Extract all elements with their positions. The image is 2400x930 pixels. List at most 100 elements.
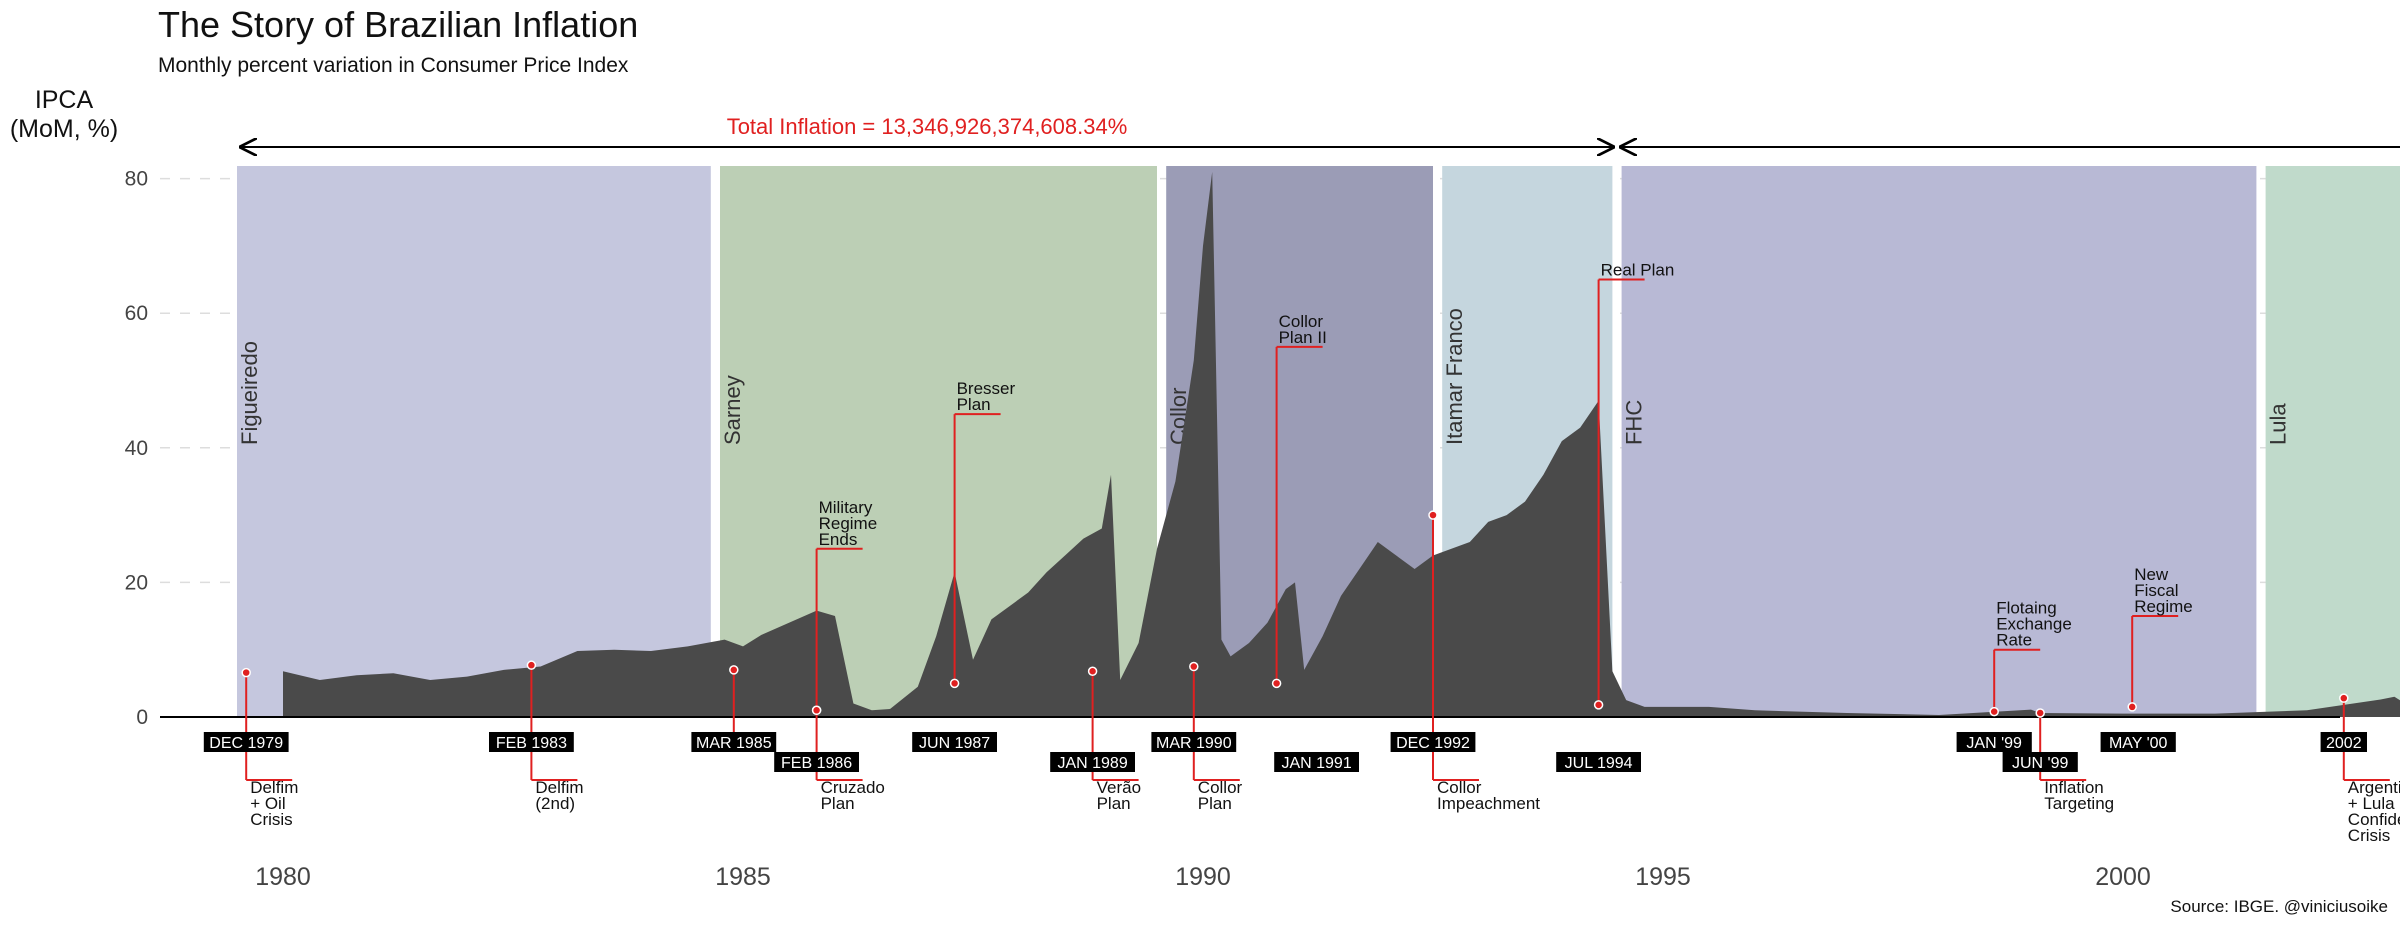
event-date-label: JAN 1989	[1050, 752, 1135, 772]
event-label-above: Real Plan	[1601, 261, 1675, 280]
y-tick-label: 40	[125, 437, 148, 460]
event-label-below-line: Plan	[1198, 794, 1232, 813]
event-date-label: DEC 1992	[1390, 732, 1476, 752]
brackets: Total Inflation = 13,346,926,374,608.34%…	[241, 114, 2400, 147]
event-point	[1271, 678, 1282, 689]
event-label-above-line: Plan	[957, 395, 991, 414]
event-date-label-box	[1274, 752, 1359, 772]
event-label-below-line: Collor	[1198, 778, 1243, 797]
source-note: Source: IBGE. @viniciusoike	[2170, 897, 2388, 916]
event-date-label: FEB 1983	[489, 732, 574, 752]
event-label-below-line: Targeting	[2044, 794, 2114, 813]
event-label-below-line: Crisis	[2348, 826, 2391, 845]
event-label-above-line: Rate	[1996, 631, 2032, 650]
event-label-above-line: Plan II	[1279, 328, 1327, 347]
event-label-above-line: Collor	[1279, 312, 1324, 331]
event-date-label-box	[1956, 732, 2032, 752]
y-axis-label: IPCA (MoM, %)	[4, 86, 124, 144]
event-label-above-line: Ends	[819, 530, 858, 549]
event-date-label-box	[1390, 732, 1476, 752]
event-label-below-line: Plan	[1097, 794, 1131, 813]
event-date-label: FEB 1986	[774, 752, 859, 772]
event-label-below-line: Delfim	[250, 778, 298, 797]
event-date-label-text: JUN 1987	[919, 735, 990, 752]
chart-subtitle: Monthly percent variation in Consumer Pr…	[158, 54, 629, 77]
event-date-label: JUL 1994	[1556, 752, 1641, 772]
y-axis-label-line2: (MoM, %)	[9, 115, 119, 143]
event-label-below-line: Delfim	[535, 778, 583, 797]
event-point	[2035, 708, 2045, 718]
event-point	[949, 678, 960, 689]
event-date-label-text: MAY '00	[2109, 735, 2168, 752]
event-date-label-text: FEB 1986	[781, 755, 852, 772]
event-label-below: Delfim(2nd)	[535, 778, 583, 813]
event-date-label: JUN '99	[2002, 752, 2078, 772]
period-label: Itamar Franco	[1442, 308, 1467, 445]
events-below: Delfim+ OilCrisisDelfim(2nd)CruzadoPlanV…	[241, 510, 2400, 845]
event-date-label: MAR 1990	[1151, 732, 1237, 752]
event-label-above-line: Military	[819, 498, 873, 517]
event-date-label-text: JAN '99	[1966, 735, 2022, 752]
event-label-above-line: Exchange	[1996, 615, 2072, 634]
event-label-below-line: Impeachment	[1437, 794, 1540, 813]
event-label-above-line: New	[2134, 565, 2169, 584]
y-tick-label: 80	[125, 168, 148, 191]
period-band	[237, 166, 711, 717]
period-label: Sarney	[720, 375, 745, 445]
event-label-above-line: Real Plan	[1601, 261, 1675, 280]
event-label-below-line: Cruzado	[821, 778, 885, 797]
period-band	[1621, 166, 2257, 717]
event-point	[241, 667, 251, 678]
x-tick-label: 1990	[1175, 863, 1231, 891]
event-point	[2127, 702, 2137, 712]
event-label-below-line: + Oil	[250, 794, 285, 813]
event-label-below-line: Inflation	[2044, 778, 2104, 797]
event-point	[2339, 693, 2349, 703]
event-date-label-box	[912, 732, 997, 752]
event-label-above-line: Bresser	[957, 379, 1016, 398]
event-label-above-line: Regime	[819, 514, 878, 533]
event-label-below-line: Collor	[1437, 778, 1482, 797]
inflation-area	[283, 171, 2400, 717]
event-date-label-text: JAN 1991	[1281, 755, 1351, 772]
event-point	[1189, 661, 1199, 672]
event-date-label-text: JUN '99	[2012, 755, 2069, 772]
event-point	[811, 705, 822, 716]
x-tick-label: 2000	[2095, 863, 2151, 891]
event-point	[1428, 510, 1438, 520]
event-date-label-box	[1556, 752, 1641, 772]
period-label: Figueiredo	[237, 341, 262, 445]
event-date-label: 2002	[2320, 732, 2367, 752]
event-point	[1087, 666, 1098, 676]
event-label-below-line: Crisis	[250, 810, 293, 829]
event-date-label-box	[203, 732, 289, 752]
event-date-label-text: MAR 1990	[1156, 735, 1232, 752]
period-band	[2265, 166, 2400, 717]
event-date-label: JAN 1991	[1274, 752, 1359, 772]
event-label-below-line: Plan	[821, 794, 855, 813]
event-label-below-line: + Lula	[2348, 794, 2395, 813]
event-date-label: MAY '00	[2100, 732, 2176, 752]
y-axis: 0 20 40 60 80	[125, 168, 148, 729]
event-date-label-text: JAN 1989	[1057, 755, 1127, 772]
chart-title: The Story of Brazilian Inflation	[158, 4, 639, 45]
event-date-label: DEC 1979	[203, 732, 289, 752]
event-label-below-line: (2nd)	[535, 794, 575, 813]
y-tick-label: 0	[136, 706, 148, 729]
event-label-above-line: Fiscal	[2134, 581, 2178, 600]
event-date-label-text: DEC 1979	[209, 735, 283, 752]
event-date-label-box	[691, 732, 777, 752]
event-date-label-text: JUL 1994	[1565, 755, 1633, 772]
event-date-label-box	[1151, 732, 1237, 752]
